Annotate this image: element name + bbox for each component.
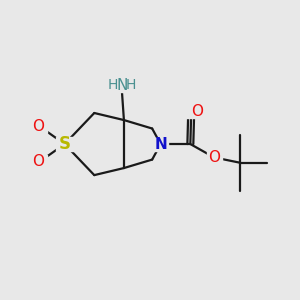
Bar xyxy=(32,155,47,168)
Text: O: O xyxy=(32,119,44,134)
Text: S: S xyxy=(58,135,70,153)
Bar xyxy=(184,105,199,118)
Text: O: O xyxy=(208,150,220,165)
Text: O: O xyxy=(32,154,44,169)
Bar xyxy=(107,79,136,92)
Text: N: N xyxy=(117,78,128,93)
Text: H: H xyxy=(108,78,119,92)
Text: O: O xyxy=(191,104,203,119)
Text: N: N xyxy=(154,136,167,152)
Bar xyxy=(32,120,47,133)
Text: H: H xyxy=(125,78,136,92)
Bar xyxy=(153,137,168,151)
Bar xyxy=(207,151,222,164)
Bar xyxy=(56,136,74,152)
